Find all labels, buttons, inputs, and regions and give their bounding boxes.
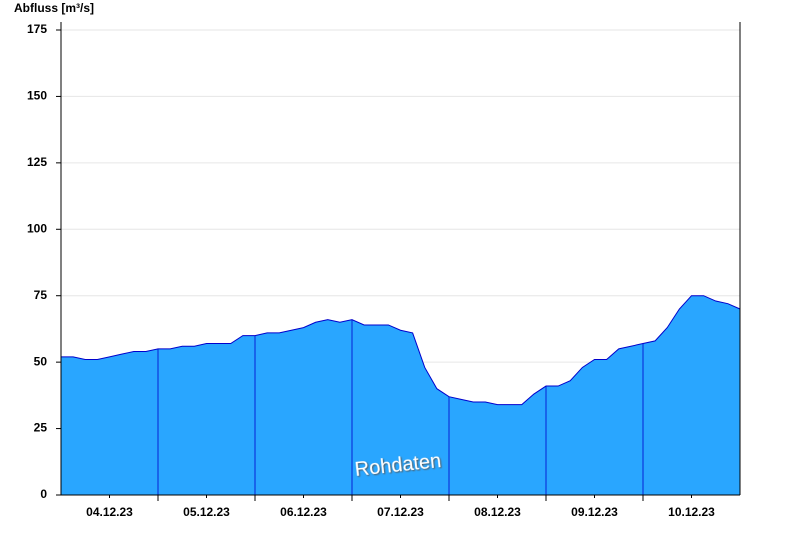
y-axis-title: Abfluss [m³/s] [14, 1, 94, 15]
x-tick-label: 04.12.23 [86, 505, 133, 519]
area [61, 295, 740, 495]
y-tick-label: 100 [27, 221, 47, 235]
y-tick-label: 125 [27, 155, 47, 169]
x-tick-label: 05.12.23 [183, 505, 230, 519]
y-tick-label: 0 [40, 487, 47, 501]
x-tick-label: 10.12.23 [668, 505, 715, 519]
y-tick-label: 50 [34, 354, 48, 368]
y-tick-label: 175 [27, 22, 47, 36]
x-tick-label: 06.12.23 [280, 505, 327, 519]
x-tick-label: 08.12.23 [474, 505, 521, 519]
y-tick-label: 150 [27, 89, 47, 103]
x-tick-label: 07.12.23 [377, 505, 424, 519]
line [61, 295, 741, 406]
y-tick-label: 25 [34, 421, 48, 435]
y-tick-label: 75 [34, 288, 48, 302]
x-tick-label: 09.12.23 [571, 505, 618, 519]
